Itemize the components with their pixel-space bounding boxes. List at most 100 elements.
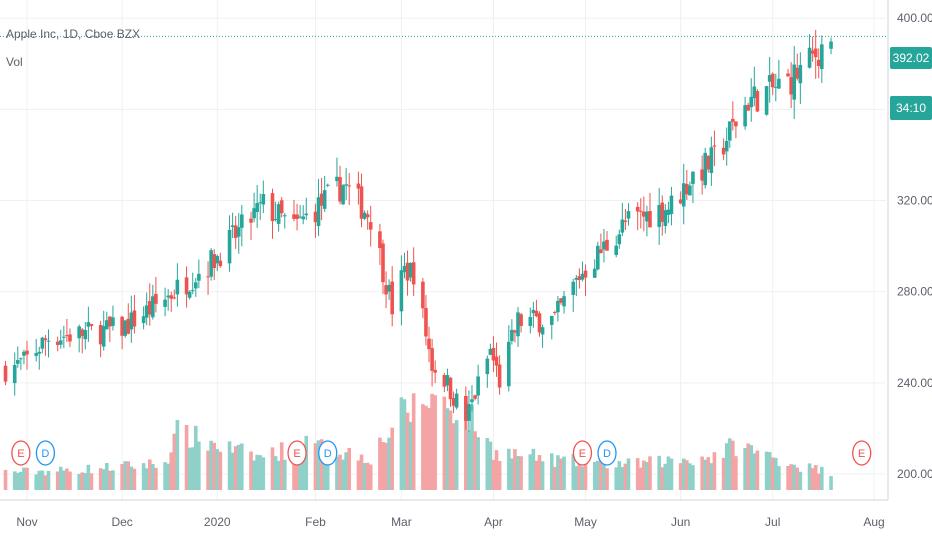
candle-body xyxy=(451,398,456,406)
time-axis-tick-label: Dec xyxy=(111,515,132,529)
candle-body xyxy=(571,281,576,295)
candle-body xyxy=(829,41,833,49)
earnings-marker[interactable]: E xyxy=(11,440,31,466)
candle-body xyxy=(43,338,48,341)
volume-bar xyxy=(175,419,180,490)
candle-body xyxy=(635,206,640,212)
candle-body xyxy=(279,200,284,214)
volume-bar xyxy=(685,460,689,490)
dividend-marker[interactable]: D xyxy=(318,440,338,466)
candle-body xyxy=(807,47,812,68)
volume-bar xyxy=(184,424,189,490)
candle-body xyxy=(596,245,600,270)
candle-body xyxy=(347,185,352,187)
candle-body xyxy=(454,393,459,408)
symbol-legend[interactable]: Apple Inc, 1D, Cboe BZX xyxy=(6,27,141,41)
volume-bar xyxy=(169,452,174,490)
candle-body xyxy=(316,197,321,227)
time-axis-tick-label: Jul xyxy=(765,515,780,529)
candle-body xyxy=(427,338,431,350)
volume-bar xyxy=(580,466,585,490)
volume-bar xyxy=(592,461,597,490)
volume-bar xyxy=(141,463,146,490)
volume-bar xyxy=(752,453,757,490)
candle-body xyxy=(77,326,81,339)
volume-bar xyxy=(322,456,327,490)
volume-bar xyxy=(22,467,26,490)
candle-body xyxy=(12,364,17,384)
candle-body xyxy=(387,284,391,292)
price-axis-tick-label: 200.00 xyxy=(897,467,932,481)
volume-bar xyxy=(19,471,23,490)
candle-body xyxy=(792,64,797,100)
dividend-marker[interactable]: D xyxy=(597,440,617,466)
candle-body xyxy=(476,376,480,396)
volume-bar xyxy=(657,455,661,490)
volume-bar xyxy=(645,462,649,490)
volume-bar xyxy=(666,456,671,490)
candle-body xyxy=(464,395,468,421)
candle-body xyxy=(25,350,29,355)
earnings-marker[interactable]: E xyxy=(572,440,593,466)
volume-bar xyxy=(792,464,797,490)
volume-legend[interactable]: Vol xyxy=(6,55,23,69)
volume-bar xyxy=(491,459,496,490)
earnings-marker[interactable]: E xyxy=(852,440,872,466)
volume-bar xyxy=(344,452,348,490)
candle-body xyxy=(497,364,502,388)
volume-bar xyxy=(571,453,576,490)
candle-body xyxy=(724,140,729,152)
volume-bar xyxy=(770,457,775,490)
candle-body xyxy=(433,369,437,373)
candle-body xyxy=(405,262,410,281)
candle-body xyxy=(123,320,128,336)
candle-body xyxy=(678,199,683,204)
volume-bar xyxy=(378,437,382,490)
volume-bar xyxy=(62,470,66,490)
volume-bar xyxy=(68,471,72,490)
volume-bar xyxy=(144,468,149,490)
volume-bar xyxy=(123,461,128,490)
time-axis-tick-label: 2020 xyxy=(204,515,231,529)
volume-bar xyxy=(642,460,646,490)
volume-bar xyxy=(559,458,563,490)
candle-body xyxy=(688,185,692,196)
candle-body xyxy=(752,86,757,99)
volume-bar xyxy=(724,443,729,490)
candle-body xyxy=(727,121,732,141)
volume-bar xyxy=(193,425,198,490)
volume-bar xyxy=(98,468,103,490)
volume-bar xyxy=(368,464,373,490)
candle-body xyxy=(83,329,88,340)
volume-bar xyxy=(147,459,152,490)
volume-bar xyxy=(795,467,800,490)
candle-body xyxy=(620,219,625,233)
candle-body xyxy=(614,245,619,255)
volume-bar xyxy=(190,447,195,490)
candle-body xyxy=(19,358,23,360)
earnings-marker[interactable]: E xyxy=(287,440,307,466)
candle-body xyxy=(365,214,370,218)
volume-bar xyxy=(531,448,536,490)
volume-bar xyxy=(233,446,238,490)
candle-body xyxy=(703,152,708,186)
candle-body xyxy=(660,202,665,222)
candle-body xyxy=(749,96,754,108)
volume-bar xyxy=(292,451,296,490)
candle-body xyxy=(638,210,643,212)
candle-body xyxy=(261,194,266,205)
svg-text:E: E xyxy=(17,448,24,460)
time-axis[interactable]: Nov Dec 2020 Feb Mar Apr May Jun Jul Aug xyxy=(16,515,884,529)
volume-bar xyxy=(37,470,42,490)
volume-bar xyxy=(620,467,625,490)
volume-bar xyxy=(596,460,600,490)
price-axis-tick-label: 240.00 xyxy=(897,376,932,390)
volume-bar xyxy=(282,459,287,490)
time-axis-tick-label: Feb xyxy=(305,515,326,529)
candle-body xyxy=(534,310,539,317)
candle-body xyxy=(55,341,60,345)
dividend-marker[interactable]: D xyxy=(35,440,56,466)
candle-body xyxy=(430,348,434,371)
